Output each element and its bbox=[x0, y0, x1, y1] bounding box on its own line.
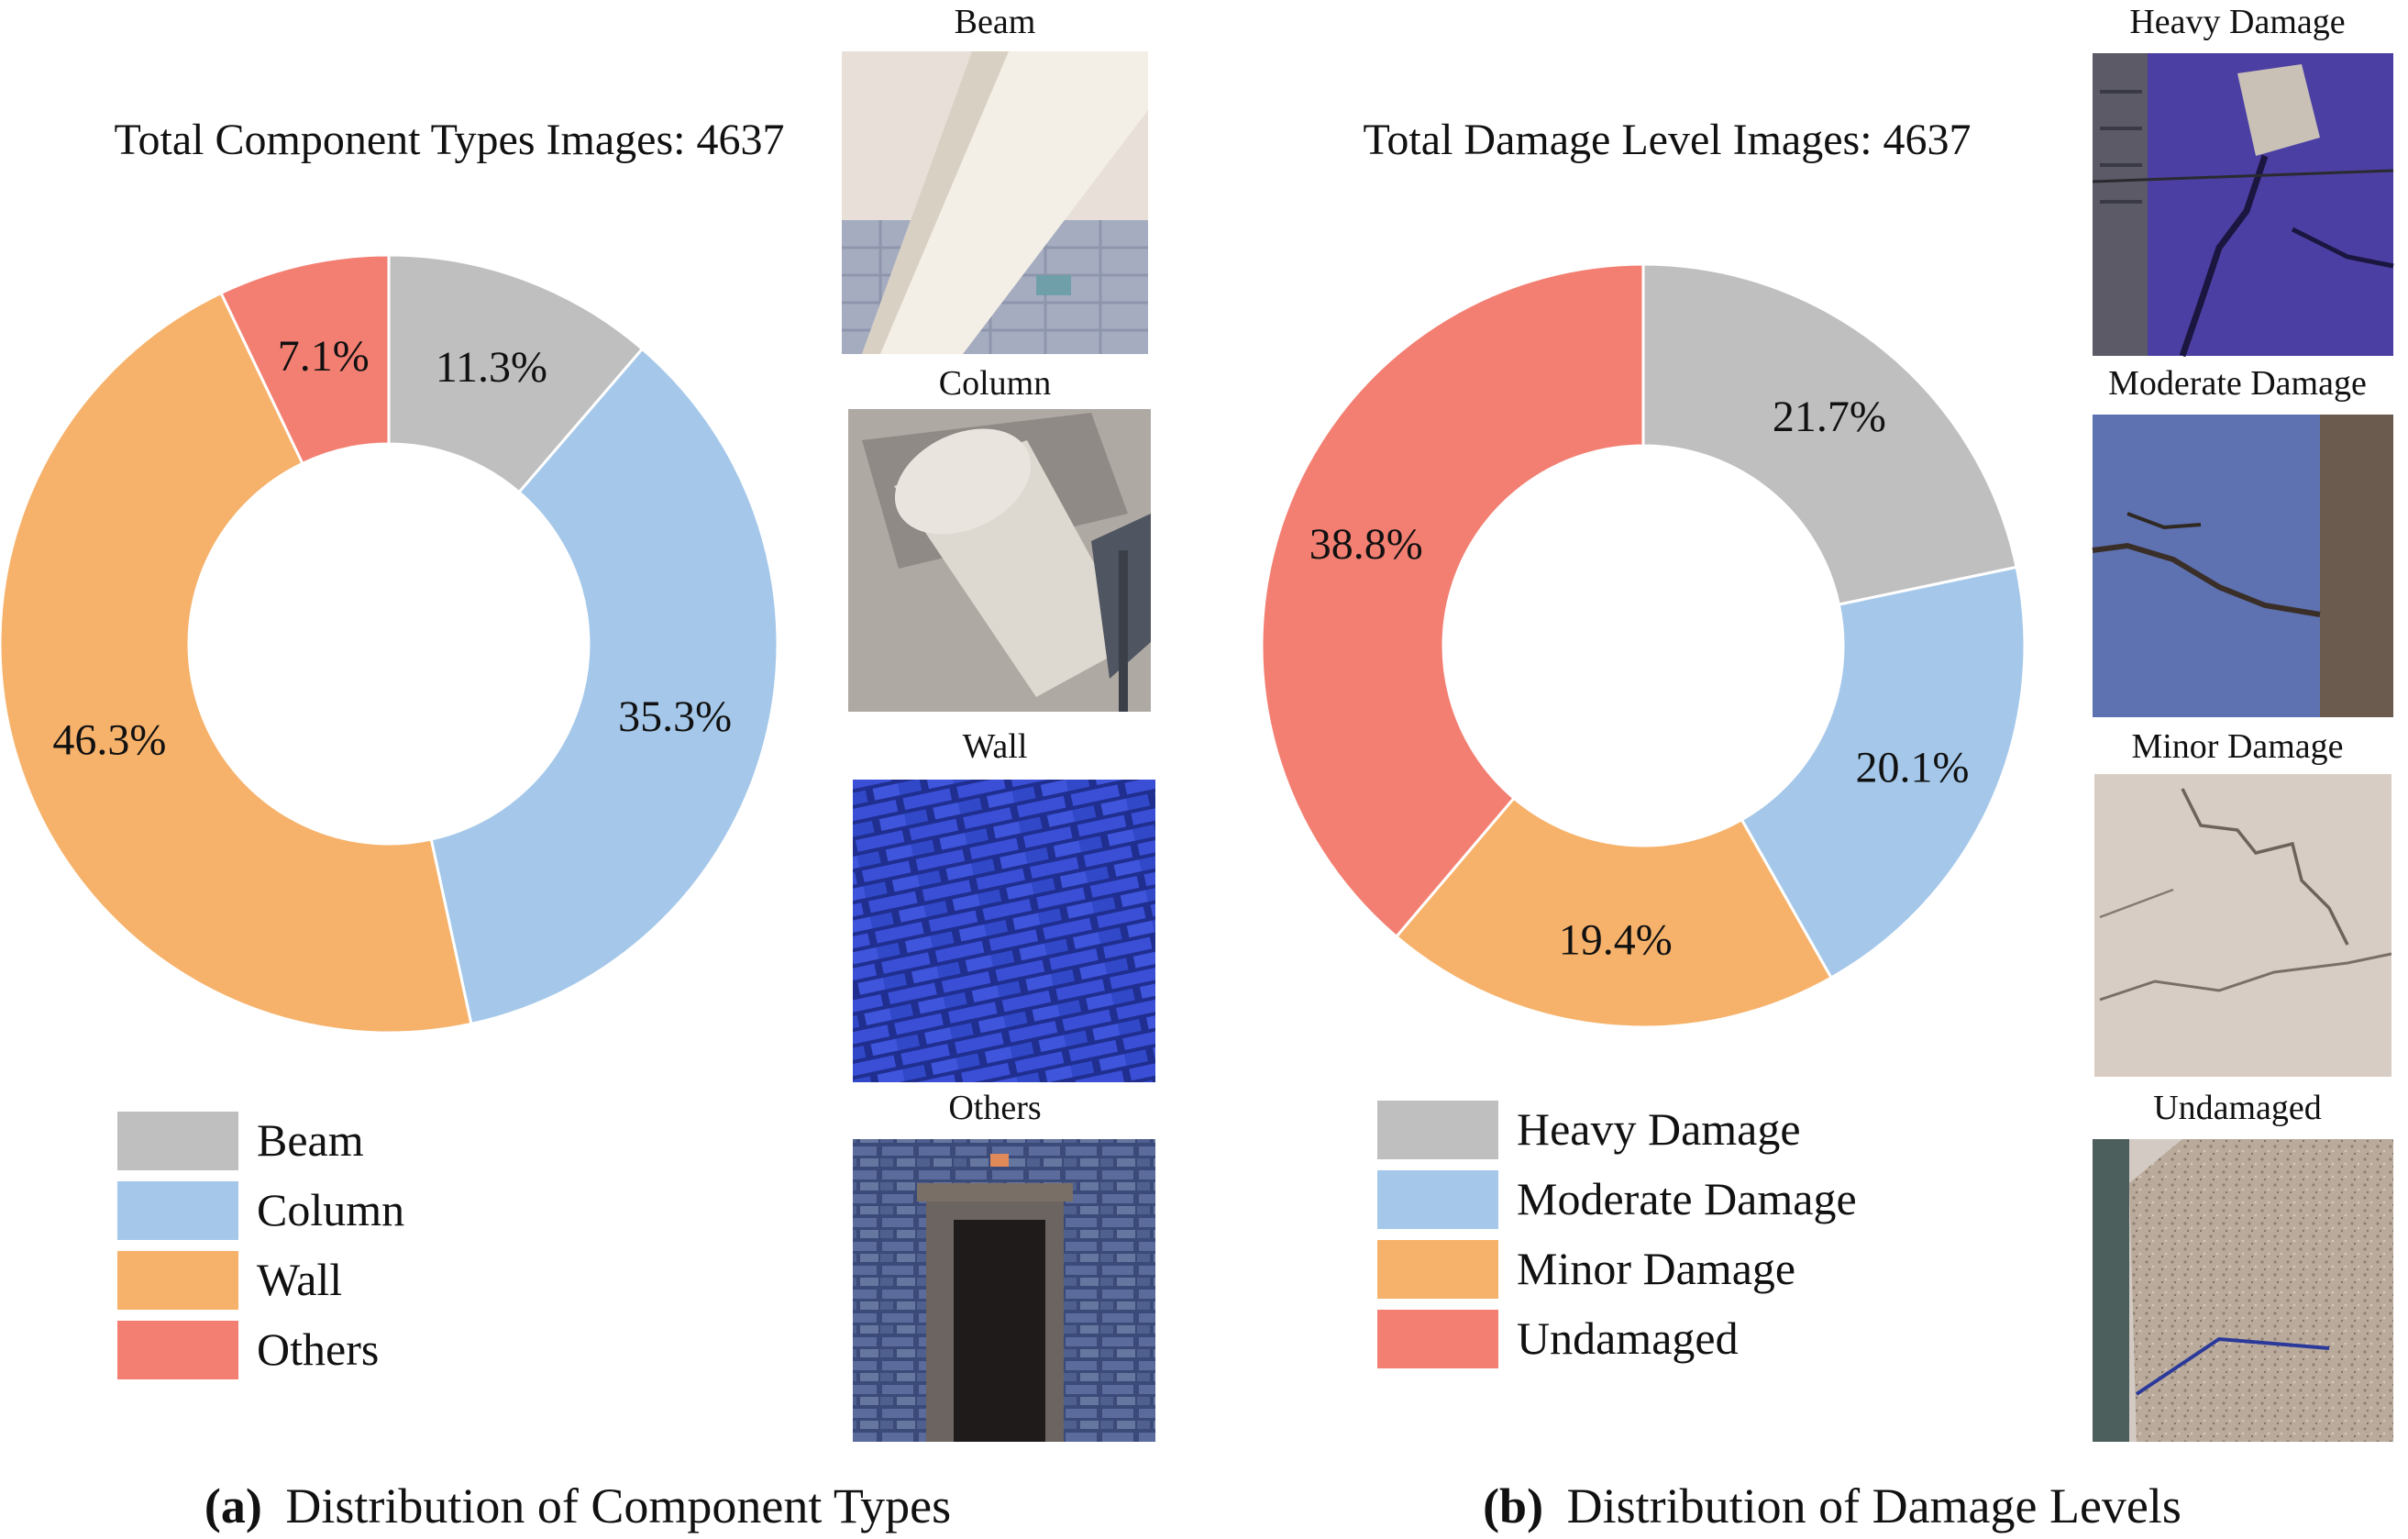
chart-a-legend-swatch bbox=[117, 1251, 238, 1310]
moderate-damage-photo bbox=[2092, 415, 2393, 717]
chart-b-slice-moderate-damage bbox=[1740, 565, 2027, 980]
chart-a-slice-beam bbox=[387, 253, 645, 494]
chart-a-slice-label: 11.3% bbox=[436, 343, 547, 392]
caption-a: (a) Distribution of Component Types bbox=[204, 1478, 951, 1533]
chart-a-slice-column bbox=[429, 347, 779, 1026]
chart-b-slice-label: 38.8% bbox=[1309, 520, 1423, 569]
sample-b-label-0: Heavy Damage bbox=[2129, 3, 2345, 41]
chart-a-slice-others bbox=[219, 253, 391, 466]
chart-b-slice-label: 20.1% bbox=[1855, 744, 1969, 792]
chart-b-title: Total Damage Level Images: 4637 bbox=[1363, 116, 1971, 164]
caption-b: (b) Distribution of Damage Levels bbox=[1483, 1478, 2182, 1533]
sample-b-label-2: Minor Damage bbox=[2131, 727, 2343, 766]
heavy-damage-photo bbox=[2092, 53, 2394, 358]
chart-a-legend-swatch bbox=[117, 1112, 238, 1170]
chart-a-legend-label: Beam bbox=[257, 1114, 364, 1166]
doorway-photo bbox=[853, 1139, 1155, 1442]
wall-photo bbox=[853, 780, 1155, 1082]
chart-a-legend-swatch bbox=[117, 1321, 238, 1379]
chart-a-legend-label: Others bbox=[257, 1323, 379, 1375]
caption-a-text: Distribution of Component Types bbox=[285, 1478, 951, 1533]
chart-b-legend: Heavy Damage Moderate Damage Minor Damage U… bbox=[1377, 1101, 1857, 1368]
chart-a-slice-label: 46.3% bbox=[52, 715, 166, 764]
sample-a-label-0: Beam bbox=[955, 3, 1036, 41]
undamaged-photo bbox=[2093, 1139, 2393, 1442]
sample-b-label-3: Undamaged bbox=[2153, 1089, 2322, 1127]
caption-b-text: Distribution of Damage Levels bbox=[1567, 1478, 2182, 1533]
sample-a-label-2: Wall bbox=[963, 727, 1028, 766]
chart-b-slice-undamaged bbox=[1260, 262, 1645, 939]
chart-a-donut: 11.3% 35.3% 46.3% 7.1% bbox=[0, 253, 779, 1035]
sample-a-label-1: Column bbox=[939, 364, 1051, 403]
caption-b-label: (b) bbox=[1483, 1478, 1543, 1533]
chart-a-slice-label: 7.1% bbox=[278, 332, 370, 381]
chart-b-legend-swatch bbox=[1377, 1310, 1498, 1368]
minor-damage-photo bbox=[2094, 774, 2392, 1077]
chart-a-legend-swatch bbox=[117, 1181, 238, 1240]
chart-a-slice-wall bbox=[0, 291, 473, 1035]
sample-b-label-1: Moderate Damage bbox=[2108, 364, 2367, 403]
chart-b-legend-label: Minor Damage bbox=[1517, 1243, 1795, 1294]
chart-b-legend-label: Heavy Damage bbox=[1517, 1103, 1801, 1155]
chart-a-legend-label: Wall bbox=[257, 1254, 342, 1305]
chart-b-slice-label: 19.4% bbox=[1559, 916, 1673, 965]
chart-a-legend: Beam Column Wall Others bbox=[117, 1112, 404, 1379]
chart-b-donut: 21.7% 20.1% 19.4% 38.8% bbox=[1260, 262, 2027, 1029]
chart-a-slice-label: 35.3% bbox=[618, 692, 732, 741]
chart-b-slice-label: 21.7% bbox=[1773, 393, 1886, 441]
chart-b-slice-minor-damage bbox=[1394, 796, 1834, 1029]
column-photo bbox=[848, 409, 1151, 712]
chart-b-legend-swatch bbox=[1377, 1170, 1498, 1229]
beam-photo bbox=[842, 51, 1148, 354]
chart-a-legend-label: Column bbox=[257, 1184, 404, 1235]
sample-a-label-3: Others bbox=[948, 1089, 1041, 1127]
caption-a-label: (a) bbox=[204, 1478, 262, 1533]
chart-a-title: Total Component Types Images: 4637 bbox=[115, 116, 785, 164]
chart-b-slice-heavy-damage bbox=[1641, 262, 2018, 606]
chart-b-legend-label: Undamaged bbox=[1517, 1312, 1739, 1364]
chart-b-legend-label: Moderate Damage bbox=[1517, 1173, 1857, 1224]
chart-b-legend-swatch bbox=[1377, 1240, 1498, 1299]
chart-b-legend-swatch bbox=[1377, 1101, 1498, 1159]
